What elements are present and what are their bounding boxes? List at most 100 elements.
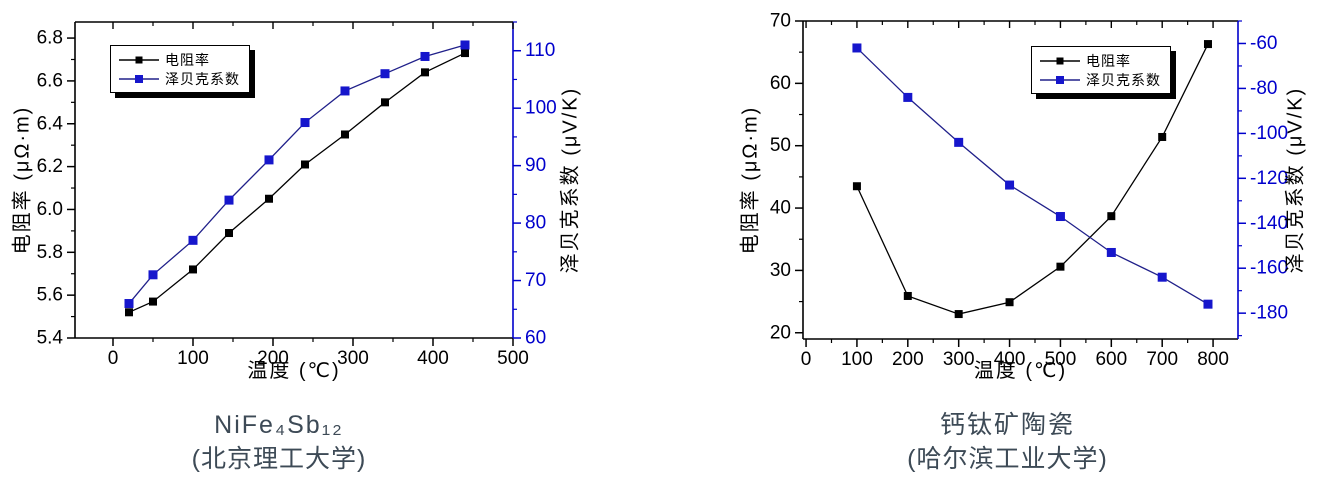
series-seebeck-marker [1106, 247, 1116, 257]
series-seebeck-marker [1055, 212, 1065, 222]
yleft-tick-label: 50 [770, 135, 791, 156]
yright-tick-label: -180 [1250, 303, 1288, 324]
yright-tick-label: 100 [525, 98, 557, 119]
series-resistivity-marker [189, 265, 197, 274]
series-resistivity-marker [903, 291, 912, 300]
series-resistivity-line [128, 52, 466, 313]
legend-item-seebeck: 泽贝克系数 [119, 69, 240, 88]
x-tick-label: 500 [1045, 349, 1077, 370]
series-resistivity-marker [1107, 212, 1116, 221]
x-tick-label: 0 [108, 348, 119, 369]
series-seebeck-marker [124, 299, 134, 309]
yleft-tick-label: 6.0 [37, 199, 63, 220]
x-tick-label: 100 [177, 348, 209, 369]
yleft-tick-label: 30 [770, 260, 791, 281]
series-resistivity [125, 49, 469, 317]
legend-marker-resistivity-icon [1040, 57, 1080, 64]
caption-right: 钙钛矿陶瓷 (哈尔滨工业大学) [790, 408, 1225, 476]
yleft-tick-label: 6.4 [37, 113, 64, 134]
x-tick-label: 800 [1197, 349, 1229, 370]
x-tick-label: 400 [417, 348, 449, 369]
x-tick-label: 300 [337, 348, 369, 369]
y-axis-left-title: 电阻率 (μΩ·m) [10, 106, 33, 255]
series-seebeck-marker [954, 137, 964, 147]
yright-tick-label: -140 [1250, 213, 1288, 234]
y-axis-left-title: 电阻率 (μΩ·m) [738, 106, 761, 255]
yright-tick-label: 80 [525, 213, 546, 234]
x-tick-label: 100 [841, 349, 873, 370]
yleft-tick-label: 40 [770, 198, 791, 219]
chart-left-canvas: 0 100 200 300 400 500 5.4 5.6 5.8 6.0 6.2 6.4 6.6 6.8… [10, 21, 581, 369]
yright-tick-label: 60 [525, 328, 546, 349]
series-resistivity-line [856, 43, 1209, 315]
series-resistivity-marker [1056, 262, 1065, 271]
series-seebeck-line [856, 47, 1209, 305]
x-axis-label-right: 温度 (℃) [973, 360, 1068, 382]
series-seebeck-marker [264, 155, 274, 165]
series-resistivity-marker [852, 182, 861, 191]
yright-tick-label: 110 [525, 40, 555, 61]
series-seebeck-marker [224, 195, 234, 205]
series-seebeck [852, 43, 1213, 309]
chart-right-canvas: 0 100 200 300 400 500 600 700 800 20 30 40 50 60 70 -60… [738, 11, 1306, 370]
x-tick-label: 0 [801, 349, 812, 370]
y-axis-right-title: 泽贝克系数 (μV/K) [558, 87, 581, 274]
yleft-tick-label: 70 [770, 11, 791, 32]
series-resistivity-marker [421, 68, 429, 77]
series-seebeck [124, 40, 470, 309]
series-seebeck-marker [420, 51, 430, 61]
caption-left: NiFe₄Sb₁₂ (北京理工大学) [60, 408, 498, 476]
x-tick-label: 300 [943, 349, 975, 370]
series-resistivity-marker [125, 308, 133, 317]
legend-left: 电阻率 泽贝克系数 [110, 45, 250, 93]
yright-tick-label: -160 [1250, 258, 1288, 279]
yright-ticks: 60 70 80 90 100 110 [513, 21, 557, 349]
x-tick-label: 500 [497, 348, 529, 369]
yright-tick-label: 90 [525, 155, 546, 176]
series-seebeck-line [128, 44, 466, 304]
series-resistivity-marker [341, 130, 349, 139]
x-axis-label-left: 温度 (℃) [247, 360, 341, 382]
series-seebeck-marker [460, 40, 470, 50]
series-resistivity-marker [1158, 132, 1167, 141]
series-resistivity [852, 40, 1212, 319]
yleft-tick-label: 5.6 [37, 285, 63, 306]
legend-label-resistivity: 电阻率 [165, 51, 210, 68]
series-seebeck-marker [903, 92, 913, 102]
series-seebeck-marker [148, 270, 158, 280]
series-resistivity-marker [265, 194, 273, 203]
yleft-tick-label: 6.2 [37, 156, 63, 177]
legend-label-seebeck: 泽贝克系数 [165, 70, 240, 87]
series-resistivity-marker [225, 229, 233, 238]
legend-item-resistivity: 电阻率 [1040, 51, 1161, 70]
yright-tick-label: -100 [1250, 123, 1288, 144]
legend-label-seebeck: 泽贝克系数 [1086, 71, 1161, 88]
legend-marker-resistivity-icon [119, 56, 159, 63]
yleft-ticks: 20 30 40 50 60 70 [770, 11, 803, 343]
legend-marker-seebeck-icon [1040, 75, 1080, 84]
institution-left: (北京理工大学) [191, 445, 367, 473]
yleft-tick-label: 20 [770, 322, 791, 343]
series-resistivity-marker [149, 297, 157, 306]
y-axis-right-title: 泽贝克系数 (μV/K) [1283, 87, 1306, 274]
legend-item-resistivity: 电阻率 [119, 50, 240, 69]
x-ticks: 0 100 200 300 400 500 600 700 800 [801, 21, 1229, 370]
yleft-tick-label: 5.8 [37, 242, 63, 263]
legend-right: 电阻率 泽贝克系数 [1031, 46, 1171, 94]
series-resistivity-marker [461, 49, 469, 58]
x-tick-label: 200 [892, 349, 924, 370]
legend-item-seebeck: 泽贝克系数 [1040, 70, 1161, 89]
yright-tick-label: 70 [525, 270, 546, 291]
series-seebeck-marker [1203, 299, 1213, 309]
x-tick-label: 700 [1146, 349, 1178, 370]
series-seebeck-marker [1157, 272, 1167, 282]
series-resistivity-marker [954, 310, 963, 319]
series-resistivity-marker [381, 98, 389, 107]
series-seebeck-marker [188, 235, 198, 245]
series-seebeck-marker [300, 118, 310, 128]
yright-tick-label: -120 [1250, 168, 1288, 189]
x-tick-label: 200 [257, 348, 289, 369]
yleft-tick-label: 60 [770, 73, 791, 94]
legend-marker-seebeck-icon [119, 74, 159, 83]
